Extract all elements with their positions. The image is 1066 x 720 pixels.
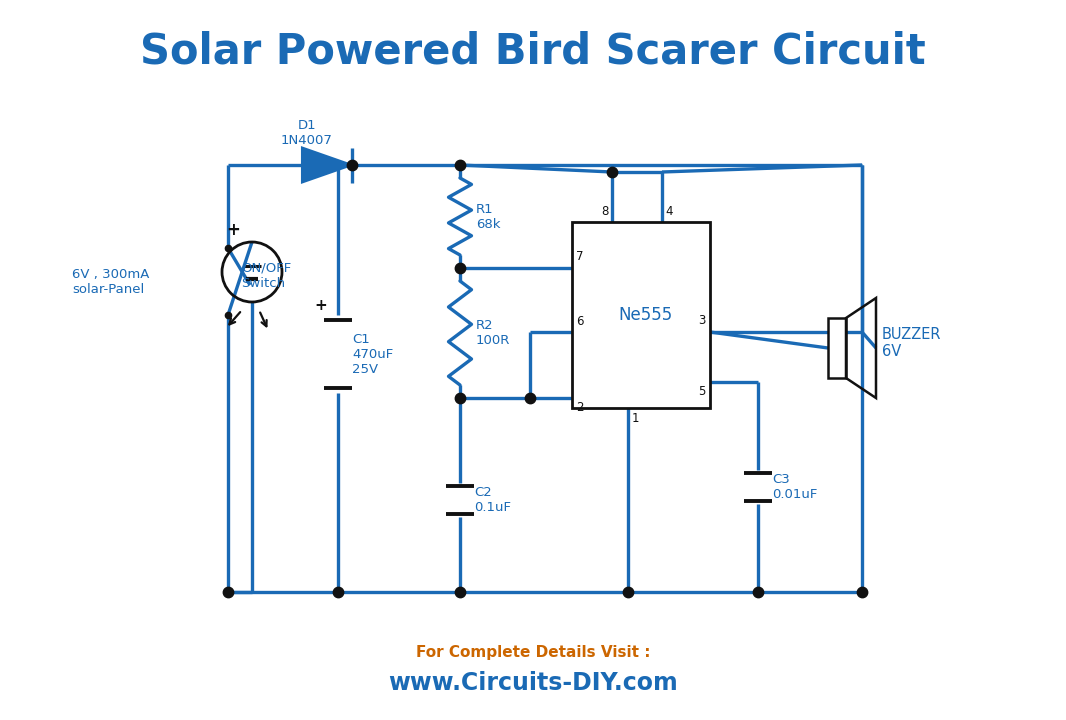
Text: 6V , 300mA
solar-Panel: 6V , 300mA solar-Panel [72, 268, 149, 296]
Text: Solar Powered Bird Scarer Circuit: Solar Powered Bird Scarer Circuit [140, 30, 926, 72]
Text: +: + [314, 298, 327, 313]
Text: C1
470uF
25V: C1 470uF 25V [352, 333, 393, 376]
Text: R2
100R: R2 100R [477, 319, 511, 347]
Text: 6: 6 [576, 315, 583, 328]
Bar [828, 318, 846, 378]
Text: 4: 4 [665, 205, 673, 218]
Text: C3
0.01uF: C3 0.01uF [772, 473, 818, 501]
Text: 8: 8 [601, 205, 609, 218]
Text: 2: 2 [576, 401, 583, 414]
Text: For Complete Details Visit :: For Complete Details Visit : [416, 645, 650, 660]
Text: 3: 3 [698, 314, 706, 327]
Text: 5: 5 [698, 385, 706, 398]
Bar [572, 222, 710, 408]
Polygon shape [302, 148, 352, 182]
Text: ON/OFF
Switch: ON/OFF Switch [241, 261, 291, 289]
Text: +: + [226, 221, 240, 239]
Text: D1
1N4007: D1 1N4007 [281, 119, 333, 147]
Text: R1
68k: R1 68k [477, 202, 501, 230]
Text: BUZZER
6V: BUZZER 6V [882, 327, 941, 359]
Text: 7: 7 [576, 250, 583, 263]
Text: 1: 1 [632, 412, 640, 425]
Text: C2
0.1uF: C2 0.1uF [474, 486, 511, 514]
Text: Ne555: Ne555 [619, 306, 673, 324]
Text: www.Circuits-DIY.com: www.Circuits-DIY.com [388, 671, 678, 695]
